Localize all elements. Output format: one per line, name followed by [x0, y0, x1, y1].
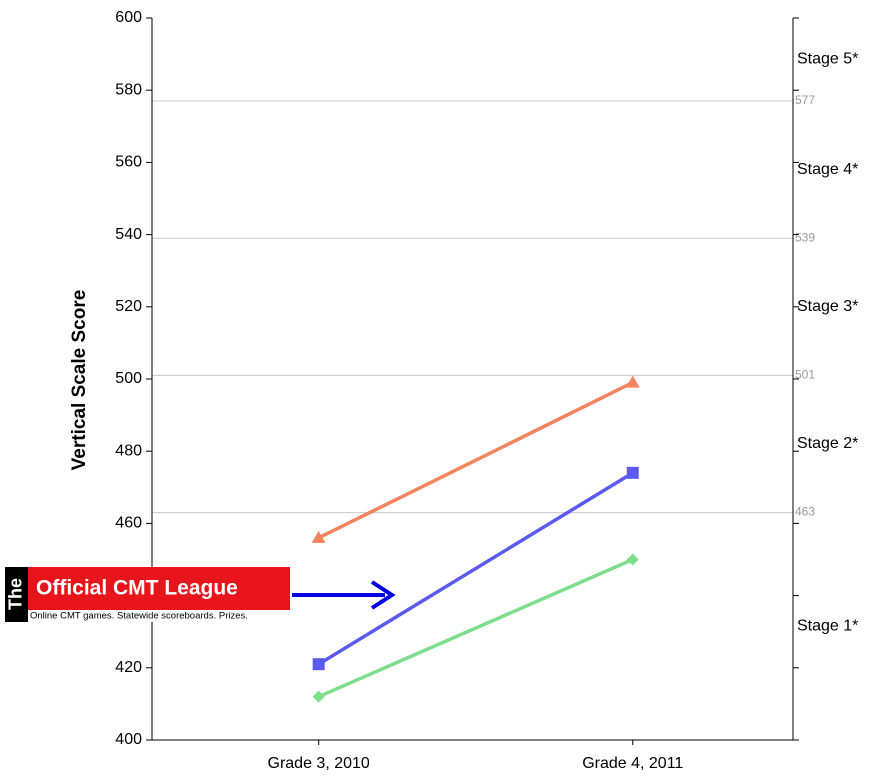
marker: [626, 466, 639, 479]
y-tick-label: 460: [115, 515, 142, 532]
y-tick-label: 520: [115, 298, 142, 315]
ad-prefix: The: [5, 578, 25, 610]
series-line: [317, 471, 634, 666]
stage-label: Stage 5*: [797, 51, 858, 68]
y-tick-label: 420: [115, 659, 142, 676]
marker: [626, 553, 639, 566]
threshold-label: 577: [795, 93, 815, 107]
y-tick-label: 400: [115, 731, 142, 748]
stage-label: Stage 3*: [797, 298, 858, 315]
y-tick-label: 580: [115, 81, 142, 98]
ad-arrow-head: [370, 580, 396, 610]
x-tick-label: Grade 4, 2011: [582, 755, 683, 772]
y-tick-label: 560: [115, 154, 142, 171]
ad-banner[interactable]: The Official CMT League Online CMT games…: [5, 567, 396, 622]
y-tick-label: 480: [115, 442, 142, 459]
stage-label: Stage 4*: [797, 161, 858, 178]
y-axis-label: Vertical Scale Score: [69, 290, 90, 471]
series-line: [317, 381, 634, 540]
marker: [625, 375, 640, 388]
ad-prefix-box: [5, 567, 28, 622]
marker: [312, 690, 325, 703]
ad-title: Official CMT League: [36, 577, 238, 600]
y-tick-label: 600: [115, 9, 142, 26]
x-tick-label: Grade 3, 2010: [268, 755, 370, 772]
ad-title-box: [28, 567, 290, 610]
marker: [311, 530, 326, 543]
y-tick-label: 540: [115, 226, 142, 243]
marker: [312, 658, 325, 671]
plot: 463 501 539 577 Stage 1* Stage 2* Stage 3* Stag…: [115, 9, 858, 772]
ad-tagline-box: [28, 610, 290, 622]
threshold-label: 501: [795, 368, 815, 382]
ad-tagline: Online CMT games. Statewide scoreboards.…: [30, 611, 248, 622]
threshold-label: 539: [795, 230, 815, 244]
series-line: [317, 557, 634, 699]
y-tick-label: 500: [115, 370, 142, 387]
stage-label: Stage 2*: [797, 435, 858, 452]
threshold-label: 463: [795, 505, 815, 519]
stage-label: Stage 1*: [797, 618, 858, 635]
